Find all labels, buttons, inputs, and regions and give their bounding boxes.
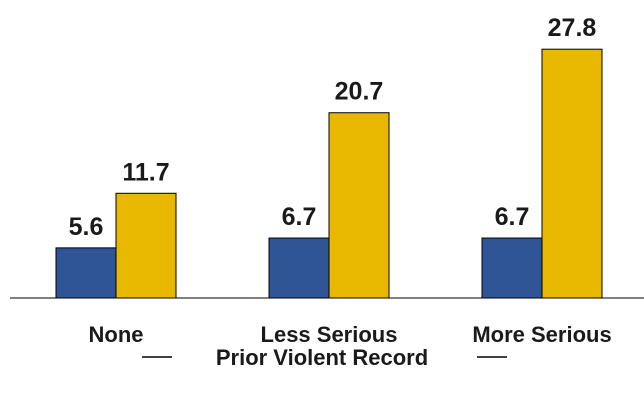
category-label-none: None [89, 322, 144, 347]
value-labels-group: 5.6 11.7 6.7 20.7 6.7 27.8 [69, 14, 597, 241]
bars-group [55, 48, 603, 299]
category-label-more-serious: More Serious [472, 322, 611, 347]
bar-series1-less-serious [268, 237, 330, 299]
value-label-series2-none: 11.7 [122, 158, 169, 186]
category-label-less-serious: Less Serious [261, 322, 398, 347]
value-label-series1-less-serious: 6.7 [282, 203, 317, 231]
value-label-series1-more-serious: 6.7 [495, 203, 530, 231]
bar-series2-more-serious [541, 48, 603, 299]
value-label-series1-none: 5.6 [69, 213, 104, 241]
value-label-series2-more-serious: 27.8 [548, 14, 597, 42]
bar-series2-less-serious [328, 112, 390, 299]
bar-series2-none [115, 192, 177, 299]
x-axis-title-group: Prior Violent Record [142, 345, 507, 370]
bar-series1-more-serious [481, 237, 543, 299]
x-axis-title: Prior Violent Record [216, 345, 428, 370]
category-labels-group: None Less Serious More Serious [89, 322, 612, 347]
bar-series1-none [55, 247, 117, 299]
value-label-series2-less-serious: 20.7 [335, 78, 384, 106]
